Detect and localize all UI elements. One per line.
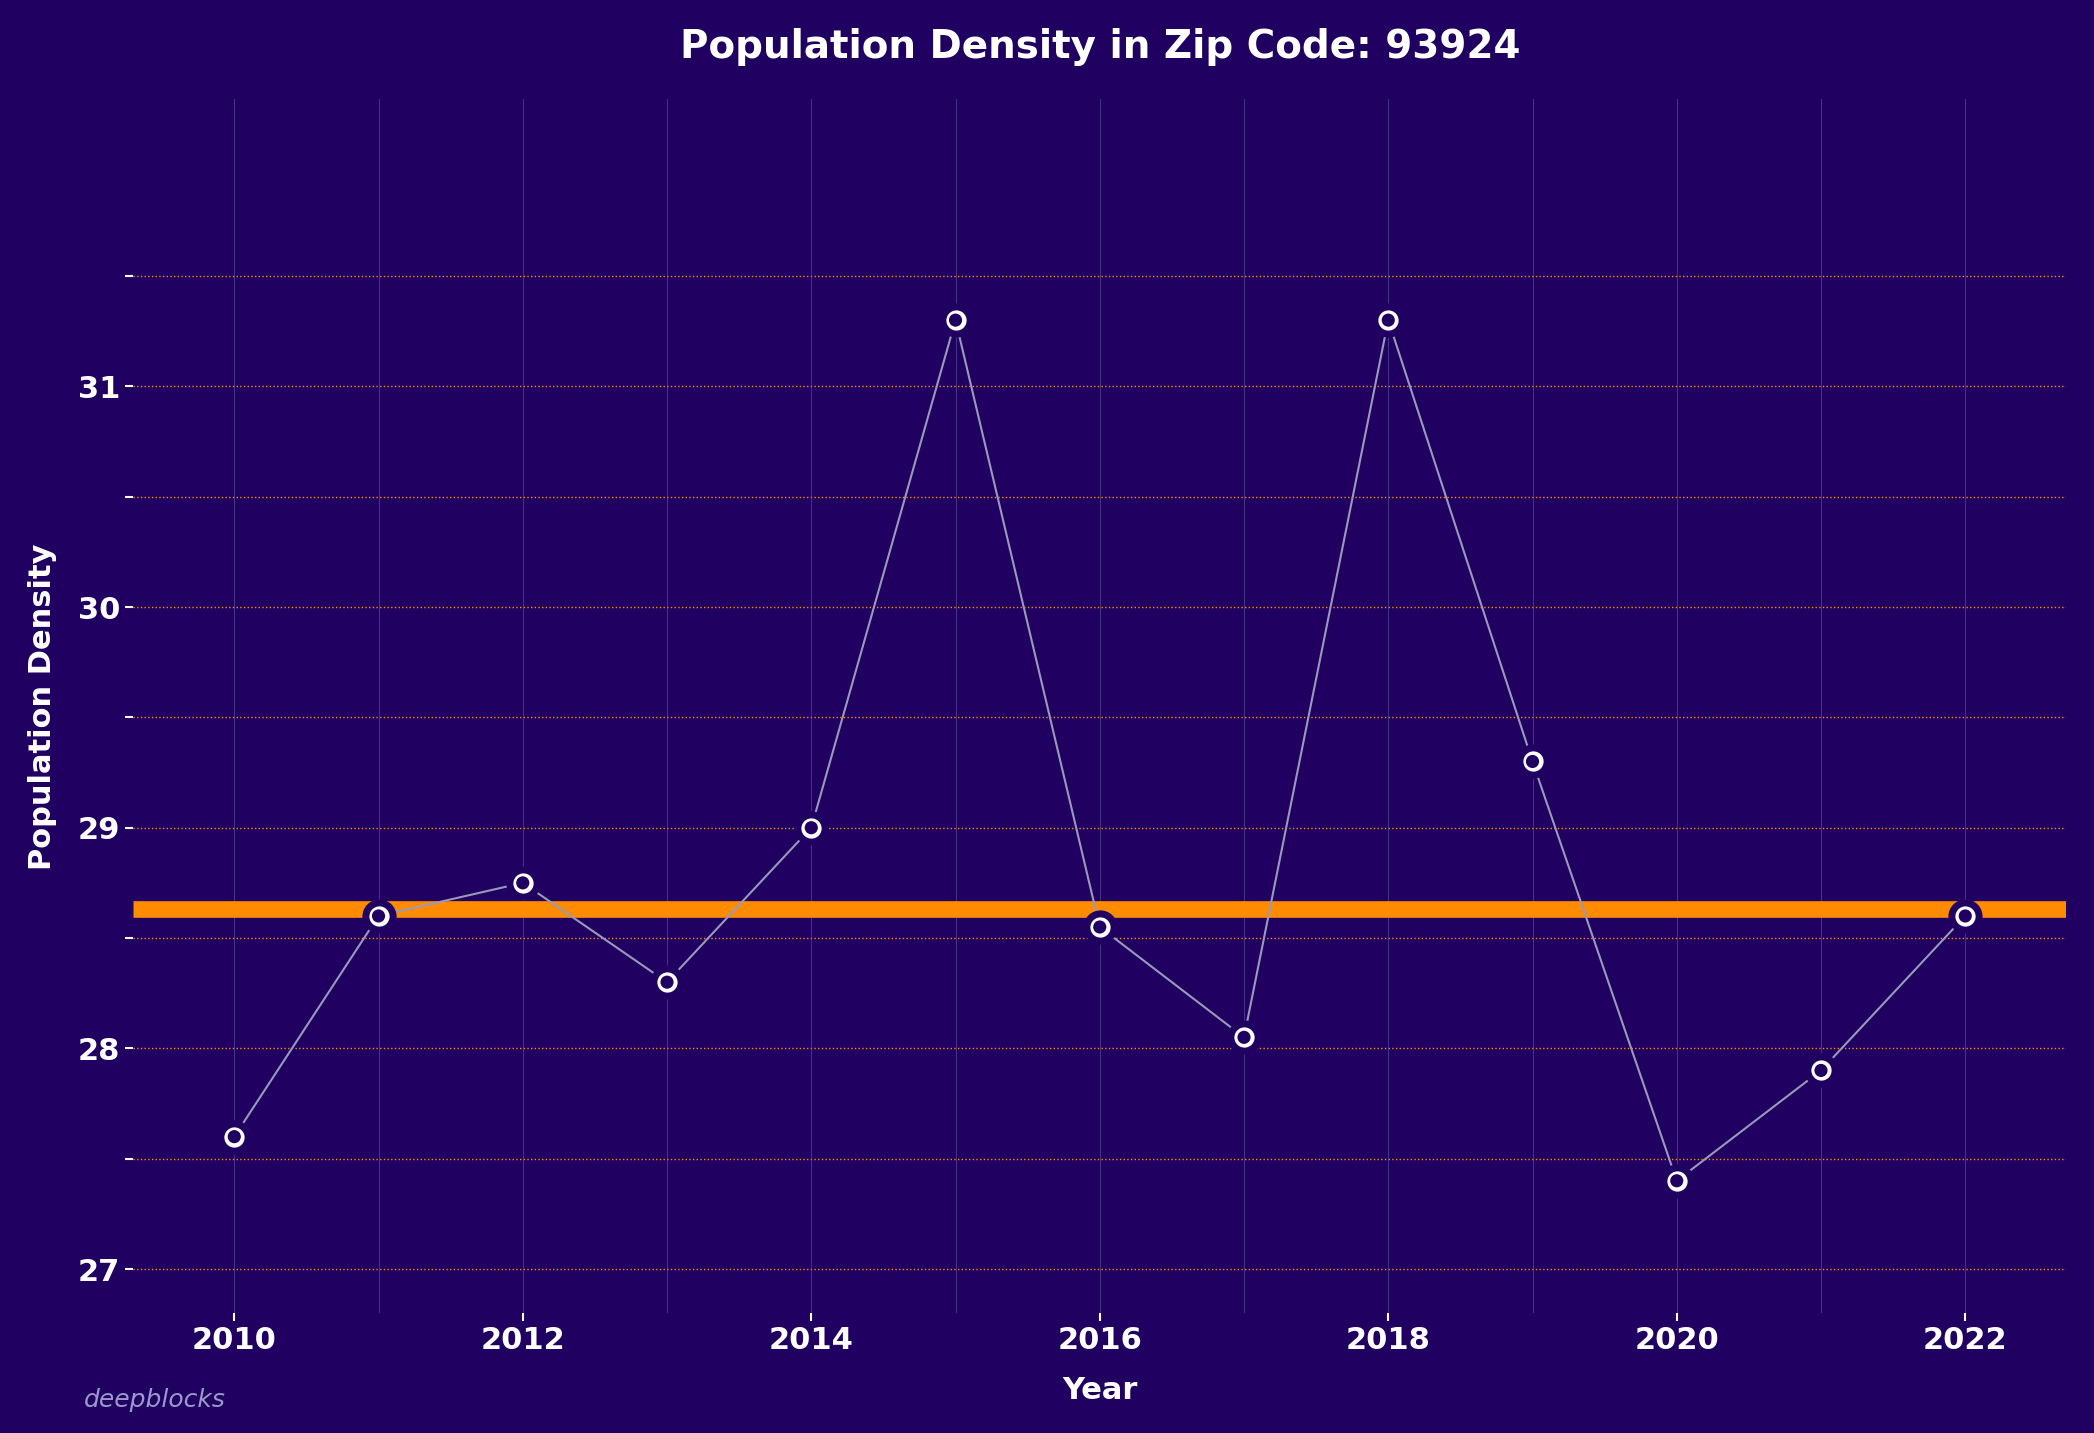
Point: [507, 871, 540, 894]
Point: [1083, 916, 1116, 939]
Y-axis label: Population Density: Population Density: [27, 543, 57, 870]
Text: deepblocks: deepblocks: [84, 1387, 226, 1412]
Point: [794, 817, 827, 840]
Point: [1227, 1026, 1261, 1049]
Point: [651, 970, 685, 993]
Point: [938, 308, 972, 331]
Point: [1372, 308, 1405, 331]
Point: [507, 871, 540, 894]
Point: [1661, 1169, 1694, 1192]
Point: [794, 817, 827, 840]
Point: [1227, 1026, 1261, 1049]
Title: Population Density in Zip Code: 93924: Population Density in Zip Code: 93924: [681, 27, 1520, 66]
Point: [1516, 749, 1550, 772]
Point: [1805, 1059, 1839, 1082]
Point: [1661, 1169, 1694, 1192]
Point: [651, 970, 685, 993]
X-axis label: Year: Year: [1062, 1376, 1137, 1406]
Point: [1372, 308, 1405, 331]
Point: [1083, 916, 1116, 939]
Point: [1516, 749, 1550, 772]
Point: [938, 308, 972, 331]
Point: [362, 904, 396, 927]
Point: [362, 904, 396, 927]
Point: [218, 1125, 251, 1148]
Point: [218, 1125, 251, 1148]
Point: [1805, 1059, 1839, 1082]
Point: [1950, 904, 1983, 927]
Point: [1950, 904, 1983, 927]
